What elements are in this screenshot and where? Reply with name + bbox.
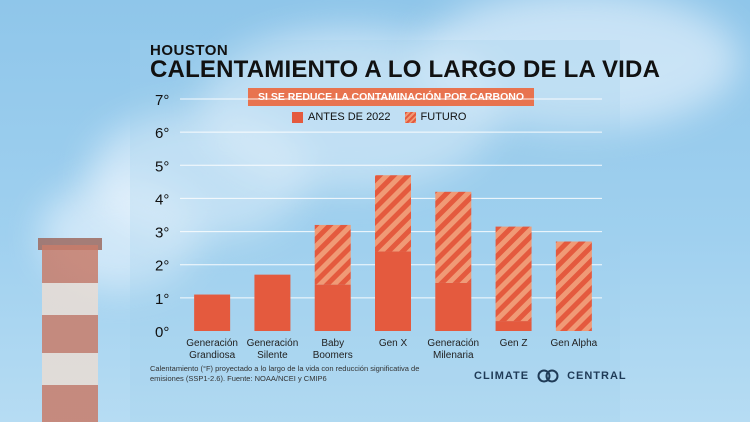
legend-item-past: ANTES DE 2022	[292, 111, 391, 123]
x-axis-labels: GeneraciónGrandiosaGeneraciónSilenteBaby…	[186, 338, 597, 361]
bar-past	[254, 274, 291, 331]
bar-past	[375, 251, 411, 331]
y-tick-label: 2°	[155, 258, 169, 275]
y-tick-label: 7°	[155, 92, 169, 109]
bar-past	[194, 294, 231, 331]
smoke-plume	[420, 0, 740, 130]
x-tick-label: Milenaria	[433, 350, 474, 361]
climate-central-logo: CLIMATE CENTRAL	[474, 369, 627, 383]
x-tick-label: Generación	[427, 338, 479, 349]
y-tick-label: 1°	[155, 291, 169, 308]
city-label: HOUSTON	[150, 42, 229, 59]
bar-past	[495, 321, 532, 331]
bar-future	[555, 241, 592, 331]
bar-past	[314, 284, 351, 331]
legend: ANTES DE 2022 FUTURO	[292, 110, 480, 124]
brand-left: CLIMATE	[474, 370, 530, 382]
bar-future	[314, 224, 351, 285]
bars	[194, 175, 592, 331]
legend-swatch-future	[404, 111, 416, 123]
bar-future	[435, 191, 472, 283]
scenario-banner: SI SE REDUCE LA CONTAMINACIÓN POR CARBON…	[248, 88, 535, 106]
x-tick-label: Boomers	[313, 350, 353, 361]
y-tick-label: 3°	[155, 225, 169, 242]
legend-swatch-past	[292, 111, 303, 123]
x-tick-label: Generación	[186, 338, 238, 349]
smokestack	[42, 245, 98, 422]
x-tick-label: Grandiosa	[189, 350, 236, 361]
x-tick-label: Gen Alpha	[550, 338, 597, 349]
brand-right: CENTRAL	[567, 370, 627, 382]
x-tick-label: Baby	[321, 338, 344, 349]
legend-label-future: FUTURO	[420, 111, 467, 123]
y-tick-label: 6°	[155, 125, 169, 142]
chart-title: CALENTAMIENTO A LO LARGO DE LA VIDA	[150, 56, 661, 83]
x-tick-label: Generación	[247, 338, 299, 349]
legend-label-past: ANTES DE 2022	[308, 111, 391, 123]
y-tick-label: 4°	[155, 191, 169, 208]
legend-item-future: FUTURO	[404, 111, 467, 123]
x-tick-label: Gen X	[379, 338, 408, 349]
logo-icon	[537, 369, 559, 383]
y-tick-label: 0°	[155, 324, 169, 341]
x-tick-label: Silente	[257, 350, 288, 361]
source-note: Calentamiento (°F) proyectado a lo largo…	[150, 364, 420, 383]
bar-future	[375, 175, 411, 252]
bar-future	[495, 226, 532, 322]
y-tick-label: 5°	[155, 158, 169, 175]
bar-past	[435, 282, 472, 331]
x-tick-label: Gen Z	[500, 338, 528, 349]
y-axis-ticks: 0° 1° 2° 3° 4° 5° 6° 7°	[155, 92, 169, 341]
